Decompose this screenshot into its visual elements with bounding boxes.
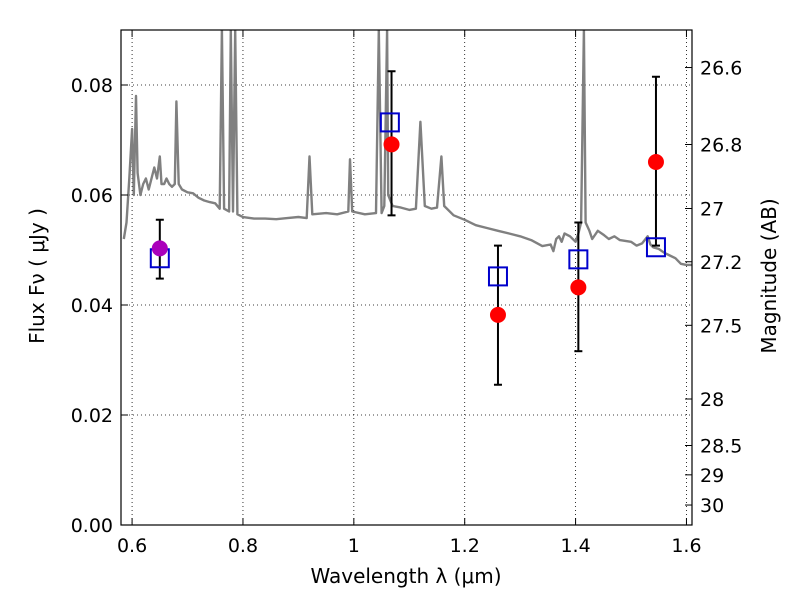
data-series [122,30,692,386]
model-square-marker [568,249,589,270]
observed-point-marker [570,279,587,296]
x-tick-label: 1.2 [450,535,480,557]
mag-tick-label: 27.2 [700,252,742,274]
mag-tick-label: 26.8 [700,134,742,156]
plot-frame [120,29,693,526]
mag-tick-label: 27 [700,199,724,221]
model-square-marker [645,237,666,258]
mag-tick-label: 28 [700,389,724,411]
y2-axis-label: Magnitude (AB) [757,198,781,353]
x-tick-label: 1.4 [560,535,590,557]
y-axis-label: Flux Fν ( μJy ) [25,208,49,344]
mag-tick-label: 30 [700,495,724,517]
axes: 0.6 0.8 1 1.2 1.4 1.6 0.00 0.02 0.04 0.06 0.08 26.6… [71,29,742,557]
grid-lines [121,30,692,526]
observed-point-marker [383,136,400,153]
x-axis-label: Wavelength λ (μm) [310,564,501,588]
y-tick-label: 0.08 [71,75,113,97]
model-square-marker [487,266,508,287]
y-tick-label: 0.02 [71,405,113,427]
y-tick-label: 0.04 [71,295,113,317]
mag-tick-label: 27.5 [700,315,742,337]
observed-point-marker [647,154,664,170]
x-tick-label: 1.6 [671,535,701,557]
mag-tick-label: 28.5 [700,436,742,458]
mag-tick-label: 26.6 [700,58,742,80]
model-square-marker [379,112,400,133]
y-tick-label: 0.00 [71,515,113,537]
observed-point-marker [151,240,168,257]
observed-point-marker [489,306,506,323]
mag-tick-label: 29 [700,465,724,487]
x-tick-label: 1 [348,535,360,557]
x-tick-label: 0.6 [117,535,147,557]
y-tick-label: 0.06 [71,185,113,207]
x-tick-label: 0.8 [228,535,258,557]
sed-line [122,30,692,267]
